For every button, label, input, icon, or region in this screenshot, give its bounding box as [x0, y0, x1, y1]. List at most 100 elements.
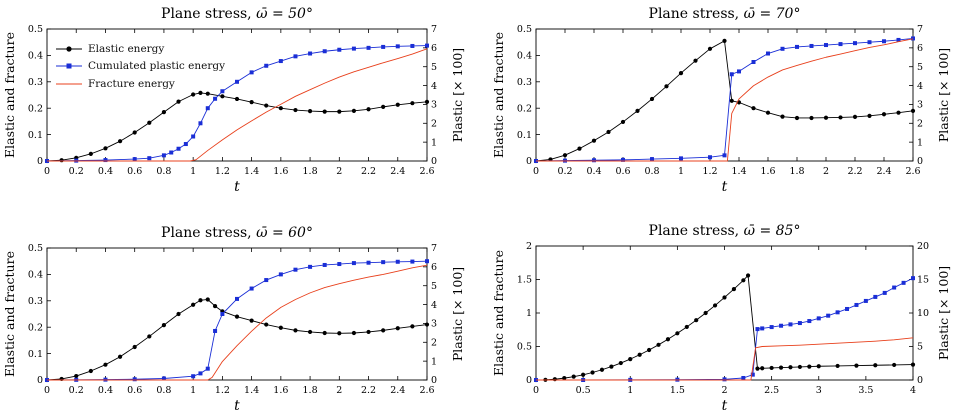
x-tick-label: 0 [533, 385, 539, 396]
data-point-plastic [169, 150, 174, 155]
data-point-plastic [235, 296, 239, 301]
data-point-plastic [161, 376, 166, 381]
data-point-plastic [722, 377, 727, 382]
data-point-plastic [198, 121, 203, 126]
y-tick-label: 2 [526, 241, 532, 252]
data-point-elastic [322, 330, 327, 336]
legend-item-plastic: Cumulated plastic energy [56, 58, 232, 76]
x-axis-label: t [722, 398, 728, 414]
y-tick-label: 0.2 [517, 103, 532, 114]
legend-label-elastic: Elastic energy [88, 42, 165, 55]
chart-title-prefix: Plane stress, [161, 225, 256, 241]
y-tick-label: 0.1 [517, 130, 532, 141]
data-point-elastic [852, 114, 858, 120]
x-tick-label: 1 [678, 166, 684, 177]
data-point-elastic [797, 364, 803, 370]
chart-title-angle: ω̄ = 60° [256, 225, 313, 241]
data-point-elastic [873, 363, 878, 368]
data-point-elastic [205, 91, 210, 96]
y-tick-label: 0.4 [517, 51, 532, 62]
data-point-plastic [381, 44, 386, 49]
x-tick-label: 2 [721, 385, 727, 396]
data-point-elastic [780, 114, 785, 119]
x-tick-label: 0.6 [615, 166, 630, 177]
chart-panel-3: 0 0.2 0.4 0.6 0.8 1 1.2 1.4 1.6 1.8 2 2.2 2.4 2.600.1… [2, 225, 465, 414]
data-point-elastic [656, 342, 661, 347]
series-plastic [45, 259, 429, 382]
y-tick-label: 0.5 [517, 342, 532, 353]
data-point-elastic [366, 329, 371, 335]
series-line-elastic [535, 40, 914, 162]
y-tick-label: 0 [526, 156, 532, 167]
data-point-elastic [751, 106, 756, 111]
data-point-plastic [621, 157, 625, 162]
x-tick-label: 2 [823, 166, 829, 177]
series-line-fracture [536, 38, 914, 162]
y2-tick-label: 5 [431, 62, 437, 73]
data-point-elastic [628, 356, 633, 362]
data-point-plastic [205, 366, 210, 371]
plot-frame [46, 28, 428, 162]
x-tick-label: 1.6 [273, 385, 288, 396]
data-point-elastic [264, 322, 269, 327]
y-tick-label: 0 [526, 375, 532, 386]
data-point-elastic [881, 112, 887, 117]
data-point-plastic [779, 323, 784, 328]
data-point-plastic [722, 153, 727, 158]
data-point-elastic [760, 366, 765, 371]
plot-frame [46, 247, 428, 381]
data-point-elastic [147, 120, 152, 125]
data-point-plastic [835, 310, 840, 315]
data-point-plastic [854, 302, 859, 307]
x-tick-label: 2.2 [361, 166, 376, 177]
chart-title-prefix: Plane stress, [649, 6, 744, 22]
data-point-elastic [381, 328, 386, 333]
data-point-plastic [853, 41, 857, 46]
data-point-elastic [337, 331, 342, 336]
data-point-plastic [425, 259, 429, 264]
y-tick-label: 0 [37, 375, 43, 386]
data-point-elastic [896, 110, 901, 115]
data-point-elastic [665, 337, 671, 342]
data-point-elastic [892, 362, 897, 368]
data-point-plastic [873, 294, 878, 299]
chart-title-angle: ω̄ = 70° [744, 6, 801, 22]
data-point-elastic [117, 354, 123, 359]
y-tick-label: 0.1 [28, 349, 43, 360]
data-point-elastic [212, 303, 218, 309]
y2-tick-label: 1 [917, 137, 923, 148]
x-tick-label: 2.4 [876, 166, 891, 177]
y-tick-label: 0.5 [28, 24, 43, 35]
y2-tick-label: 2 [431, 337, 437, 348]
y2-tick-label: 3 [431, 319, 437, 330]
data-point-elastic [678, 70, 684, 76]
x-tick-label: 1 [190, 385, 196, 396]
x-tick-label: 0.2 [69, 166, 84, 177]
data-point-elastic [191, 302, 196, 307]
data-point-plastic [750, 372, 755, 377]
data-point-plastic [425, 43, 429, 48]
series-elastic [44, 297, 430, 383]
legend-swatch-elastic [56, 44, 82, 54]
data-point-plastic [337, 47, 342, 52]
x-tick-label: 2.6 [419, 166, 434, 177]
x-tick-label: 1.8 [303, 385, 318, 396]
data-point-elastic [132, 130, 137, 135]
series-line-fracture [47, 264, 428, 381]
data-point-elastic [234, 96, 240, 102]
series-elastic [44, 90, 430, 164]
y2-tick-label: 1 [431, 356, 437, 367]
data-point-plastic [741, 375, 746, 380]
y2-tick-label: 6 [431, 262, 437, 273]
x-tick-label: 1 [190, 166, 196, 177]
data-point-plastic [896, 37, 901, 42]
y2-tick-label: 3 [917, 100, 923, 111]
legend-swatch-plastic [56, 61, 82, 71]
data-point-plastic [863, 298, 868, 303]
y-tick-label: 0.5 [517, 24, 532, 35]
data-point-elastic [293, 107, 298, 113]
data-point-plastic [220, 312, 225, 316]
data-point-elastic [410, 101, 415, 106]
data-point-elastic [664, 84, 669, 89]
y-tick-label: 0.2 [28, 322, 43, 333]
